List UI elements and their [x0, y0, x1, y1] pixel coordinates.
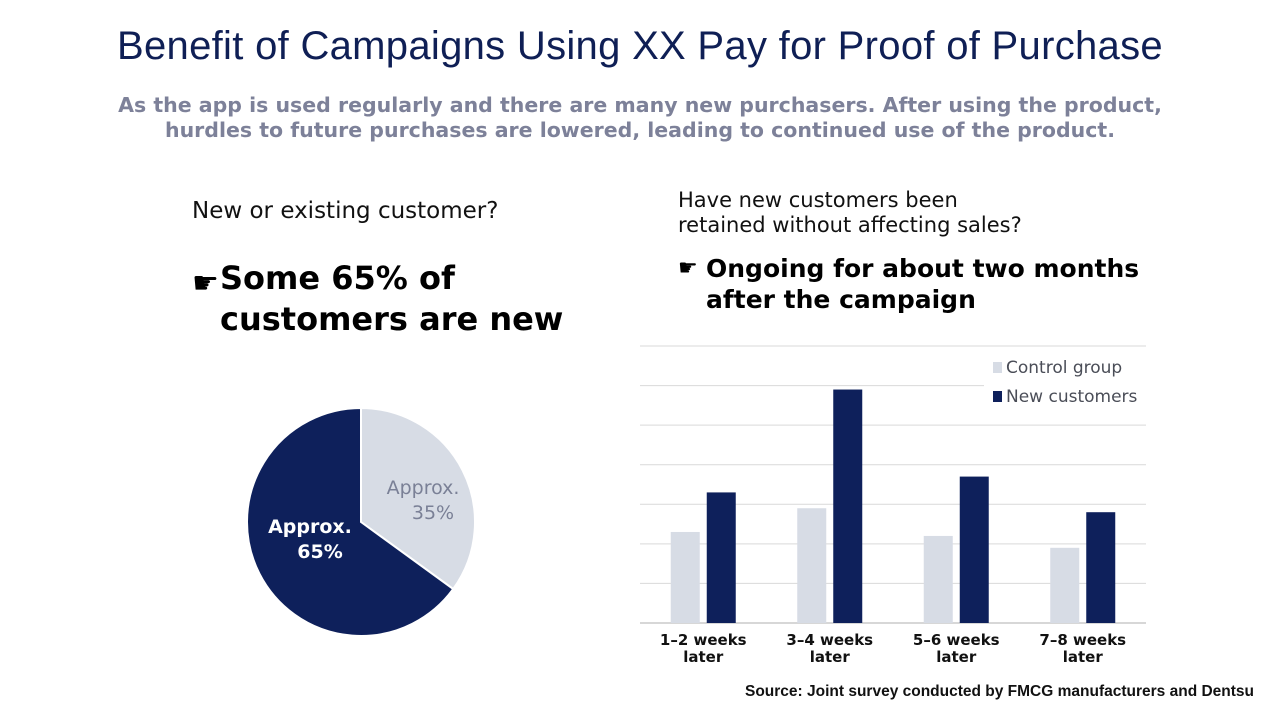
- x-tick-label: 7–8 weeks: [1039, 631, 1126, 649]
- left-key-point-text: Some 65% of customers are new: [220, 259, 564, 338]
- right-question-line: Have new customers been: [678, 188, 958, 212]
- pie-slice: [246, 406, 455, 637]
- subtitle-line: As the app is used regularly and there a…: [118, 93, 1162, 117]
- control-group-bar: [797, 508, 827, 623]
- right-key-point-text: Ongoing for about two months after the c…: [706, 254, 1140, 314]
- x-tick-label: later: [810, 648, 851, 666]
- control-group-bar: [1050, 547, 1080, 623]
- pointing-hand-icon: ☛: [192, 266, 219, 301]
- source-note: Source: Joint survey conducted by FMCG m…: [744, 683, 1254, 700]
- legend-label: New customers: [1006, 387, 1138, 407]
- x-tick-label: 3–4 weeks: [786, 631, 873, 649]
- pie-slice-label: Approx.: [387, 477, 460, 499]
- page-title: Benefit of Campaigns Using XX Pay for Pr…: [117, 24, 1163, 68]
- x-tick-label: later: [683, 648, 724, 666]
- legend-swatch: [993, 391, 1002, 402]
- page-subtitle: As the app is used regularly and there a…: [40, 93, 1240, 143]
- pie-slice: [360, 406, 476, 591]
- new-customers-bar: [959, 476, 989, 623]
- right-key-point: ☛ Ongoing for about two months after the…: [678, 253, 1156, 315]
- new-customers-bar: [1086, 512, 1116, 623]
- right-question-line: retained without affecting sales?: [678, 213, 1022, 237]
- pie-slice-label: Approx.: [268, 516, 352, 538]
- pie-slice-label: 35%: [412, 502, 454, 524]
- x-tick-label: later: [1063, 648, 1104, 666]
- control-group-bar: [670, 531, 700, 623]
- x-tick-label: later: [936, 648, 977, 666]
- legend-swatch: [993, 362, 1002, 373]
- new-customers-bar: [833, 389, 863, 623]
- pie-slice-label: 65%: [297, 541, 342, 563]
- x-tick-label: 1–2 weeks: [660, 631, 747, 649]
- x-tick-label: 5–6 weeks: [913, 631, 1000, 649]
- pointing-hand-icon: ☛: [678, 256, 698, 281]
- left-question: New or existing customer?: [192, 198, 499, 224]
- right-question: Have new customers been retained without…: [678, 188, 1098, 238]
- legend-label: Control group: [1006, 358, 1122, 378]
- left-key-point: ☛ Some 65% of customers are new: [192, 258, 580, 340]
- legend-background: [984, 356, 1146, 414]
- control-group-bar: [923, 535, 953, 623]
- subtitle-line: hurdles to future purchases are lowered,…: [164, 118, 1115, 142]
- new-customers-bar: [706, 492, 736, 623]
